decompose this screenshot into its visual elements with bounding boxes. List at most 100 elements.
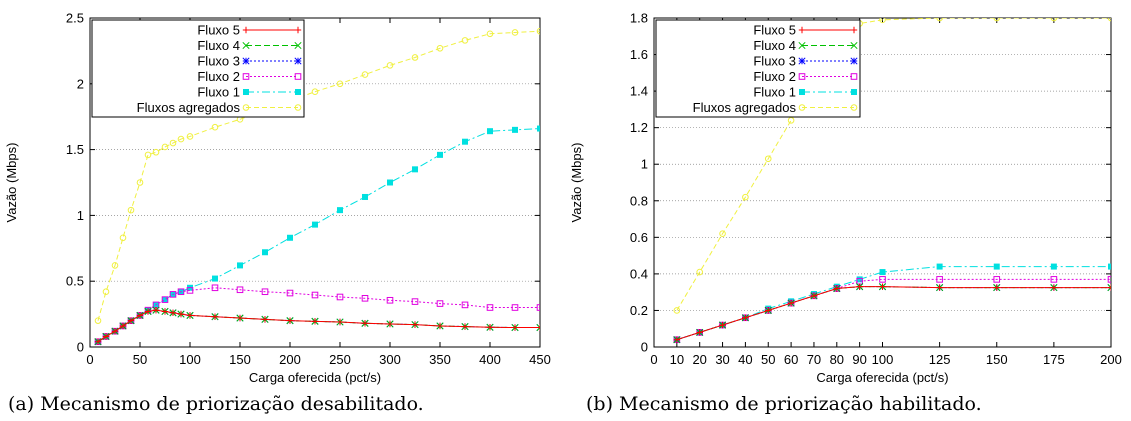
chart-0-data-point-3 <box>411 298 419 305</box>
chart-0-data-point-5 <box>336 80 344 88</box>
chart-0-data-point-0 <box>119 322 127 330</box>
chart-0-xtick-label: 300 <box>379 352 401 367</box>
chart-1-ytick-label: 0 <box>641 340 648 355</box>
chart-0-data-point-5 <box>127 206 135 214</box>
chart-1-data-point-5 <box>719 230 726 237</box>
chart-0-data-point-5 <box>102 288 110 296</box>
chart-0-data-point-4 <box>162 296 168 303</box>
chart-1-series-line-1 <box>676 286 1111 341</box>
chart-0-data-point-3 <box>486 304 494 311</box>
chart-1-ytick-label: 0.2 <box>630 303 648 318</box>
chart-1-data-point-0 <box>993 284 1000 291</box>
chart-0-data-point-3 <box>511 304 519 311</box>
chart-0-data-point-0 <box>536 324 540 331</box>
caption-a: (a) Mecanismo de priorização desabilitad… <box>8 393 424 415</box>
chart-1-data-point-0 <box>673 336 681 343</box>
chart-1-data-point-4 <box>1050 263 1057 270</box>
chart-1-data-point-1 <box>1107 284 1111 292</box>
chart-0-data-point-0 <box>177 310 185 318</box>
chart-0-data-point-0 <box>411 321 419 328</box>
chart-1-legend-marker-2 <box>850 57 858 65</box>
chart-0-legend-marker-0 <box>294 26 302 34</box>
chart-0-data-point-3 <box>186 287 194 294</box>
chart-1-xtick-label: 200 <box>1100 352 1122 367</box>
chart-0-ytick-label: 1 <box>77 208 84 223</box>
chart-0-data-point-3 <box>286 289 294 297</box>
chart-1-data-point-0 <box>879 283 886 290</box>
chart-0-data-point-3 <box>161 296 169 303</box>
chart-0-legend-marker-4 <box>295 89 301 95</box>
chart-1-xtick-label: 10 <box>670 352 684 367</box>
chart-1-data-point-0 <box>742 314 749 321</box>
chart-0-data-point-0 <box>169 309 177 316</box>
chart-1-legend-label-4: Fluxo 1 <box>753 85 796 100</box>
chart-0-data-point-5 <box>361 71 369 78</box>
chart-0-series-line-2 <box>97 309 540 343</box>
chart-1-legend-marker-0 <box>850 26 858 34</box>
chart-0-data-point-5 <box>161 143 169 151</box>
chart-1-ytick-label: 1.6 <box>630 47 648 62</box>
chart-0-series-2 <box>94 306 540 346</box>
chart-0-data-point-5 <box>386 62 394 69</box>
chart-0-data-point-5 <box>411 54 419 61</box>
chart-1-series-line-3 <box>676 278 1111 341</box>
chart-0-xtick-label: 150 <box>229 352 251 367</box>
chart-1-data-point-3 <box>1107 276 1111 283</box>
chart-1-legend-marker-3 <box>850 73 858 80</box>
chart-0-data-point-5 <box>536 27 540 35</box>
chart-1-ytick-label: 0.4 <box>630 266 648 281</box>
chart-0-ytick-label: 0 <box>77 340 84 355</box>
chart-1-series-line-0 <box>676 286 1111 341</box>
chart-1-legend-marker-0 <box>798 26 806 34</box>
chart-1-data-point-5 <box>742 193 749 201</box>
chart-0-data-point-0 <box>102 333 110 340</box>
chart-1-legend-label-5: Fluxos agregados <box>693 100 797 115</box>
chart-0-data-point-3 <box>211 284 219 292</box>
chart-0-legend-marker-3 <box>242 73 250 80</box>
chart-1-xtick-label: 90 <box>852 352 866 367</box>
chart-1-data-point-4 <box>1108 263 1111 270</box>
chart-0-data-point-0 <box>111 328 119 335</box>
chart-0-x-axis-label: Carga oferecida (pct/s) <box>249 370 381 385</box>
chart-0-data-point-3 <box>536 304 540 311</box>
chart-0-data-point-4 <box>462 138 468 145</box>
chart-0-xtick-label: 200 <box>279 352 301 367</box>
chart-1-data-point-4 <box>879 269 886 276</box>
chart-0-legend-box <box>91 19 305 118</box>
chart-1-data-point-5 <box>993 18 1001 22</box>
chart-1-ytick-label: 1.2 <box>630 120 648 135</box>
chart-1-legend-label-1: Fluxo 4 <box>753 38 796 53</box>
chart-0-data-point-0 <box>186 312 194 319</box>
chart-0-data-point-5 <box>177 135 185 143</box>
chart-0-series-1 <box>94 306 540 346</box>
caption-b: (b) Mecanismo de priorização habilitado. <box>586 393 982 415</box>
chart-1-data-point-0 <box>856 283 863 290</box>
chart-1-legend-marker-5 <box>850 104 858 111</box>
chart-1-data-point-0 <box>1050 284 1058 291</box>
chart-0-data-point-0 <box>486 324 494 331</box>
chart-0-ytick-label: 0.5 <box>66 274 84 289</box>
chart-0-data-point-5 <box>186 133 194 140</box>
chart-1-legend-label-0: Fluxo 5 <box>753 23 796 38</box>
chart-0-plot-frame <box>89 17 541 348</box>
chart-0-data-point-4 <box>287 234 293 241</box>
chart-0-legend-label-0: Fluxo 5 <box>197 23 240 38</box>
chart-1-legend-marker-4 <box>799 89 805 95</box>
chart-1-series-2 <box>673 283 1111 344</box>
chart-1-series-line-4 <box>676 266 1111 341</box>
chart-0-data-point-5 <box>169 139 177 147</box>
chart-0-series-line-4 <box>97 128 540 343</box>
chart-0-xtick-label: 400 <box>479 352 501 367</box>
chart-0-series-line-1 <box>97 309 540 343</box>
chart-1-x-axis-label: Carga oferecida (pct/s) <box>816 370 948 385</box>
chart-1-data-point-5 <box>696 268 703 276</box>
chart-0-legend-marker-5 <box>242 104 250 111</box>
chart-0-data-point-0 <box>261 316 269 323</box>
chart-0-data-point-4 <box>362 193 368 200</box>
chart-1-xtick-label: 80 <box>830 352 844 367</box>
chart-1-data-point-0 <box>787 299 795 307</box>
chart-0-y-axis-label: Vazão (Mbps) <box>4 143 19 223</box>
chart-0-series-5 <box>94 27 540 324</box>
